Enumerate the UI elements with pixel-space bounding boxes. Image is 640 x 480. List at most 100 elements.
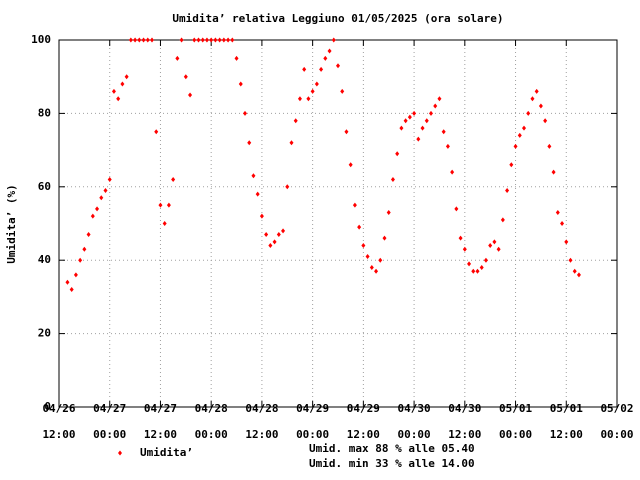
point [365, 254, 370, 260]
point [323, 55, 328, 61]
point [306, 96, 311, 102]
x-tick-label: 00:00 [398, 428, 431, 441]
point [90, 213, 95, 219]
x-tick-label: 12:00 [448, 428, 481, 441]
point [120, 81, 125, 87]
point [378, 257, 383, 263]
point [543, 118, 548, 124]
point [243, 110, 247, 116]
point [310, 88, 315, 94]
point [230, 37, 235, 43]
point [441, 129, 446, 135]
point [226, 37, 231, 43]
point [128, 37, 133, 43]
point [382, 235, 387, 241]
x-tick-label: 12:00 [347, 428, 380, 441]
x-tick-label: 04/29 [347, 402, 380, 415]
point [162, 221, 167, 226]
point [150, 37, 154, 43]
point [429, 110, 433, 116]
point [534, 88, 539, 94]
point [281, 228, 286, 234]
point [416, 136, 421, 142]
point [331, 37, 336, 43]
y-tick-label: 60 [38, 180, 51, 193]
x-tick-label: 00:00 [499, 428, 532, 441]
point [314, 81, 319, 87]
point [352, 202, 357, 208]
point [500, 217, 505, 223]
legend-label: Umidita’ [140, 446, 193, 459]
x-tick-label: 04/26 [42, 402, 75, 415]
x-tick-label: 12:00 [42, 428, 75, 441]
point [395, 151, 400, 157]
point [82, 246, 87, 252]
point [492, 239, 497, 245]
point [99, 195, 104, 201]
point [65, 279, 70, 285]
point [234, 55, 239, 61]
point [268, 243, 273, 249]
point [357, 224, 362, 230]
point [450, 169, 455, 175]
point [547, 143, 552, 149]
x-tick-label: 04/29 [296, 402, 329, 415]
x-tick-label: 04/30 [448, 402, 481, 415]
x-tick-label: 04/28 [195, 402, 228, 415]
point [154, 129, 159, 135]
point [386, 209, 391, 215]
point [171, 176, 176, 182]
point [454, 206, 459, 212]
point [133, 37, 138, 43]
point [462, 246, 467, 252]
point [572, 268, 577, 274]
point [407, 114, 412, 120]
point [293, 118, 298, 124]
point [467, 261, 472, 267]
y-axis-label: Umidita’ (%) [5, 184, 18, 263]
point [505, 187, 510, 193]
point [297, 96, 302, 102]
y-tick-label: 20 [38, 327, 51, 340]
point [141, 37, 146, 43]
point [255, 191, 260, 197]
x-tick-label: 04/27 [144, 402, 177, 415]
point [483, 257, 488, 263]
point [272, 239, 277, 245]
point [200, 37, 205, 43]
point [458, 235, 463, 241]
point [209, 37, 214, 43]
point [479, 265, 484, 271]
point [530, 96, 535, 102]
point [522, 125, 526, 131]
point [437, 96, 442, 102]
point [551, 169, 556, 175]
y-tick-label: 100 [31, 33, 51, 46]
point [560, 221, 565, 226]
legend-marker [118, 450, 122, 456]
y-tick-label: 80 [38, 106, 51, 119]
point [390, 176, 395, 182]
x-tick-label: 12:00 [144, 428, 177, 441]
point [424, 118, 429, 124]
point [568, 257, 573, 263]
point [179, 37, 184, 43]
point [526, 110, 531, 116]
point [221, 37, 226, 43]
point [513, 143, 518, 149]
point [319, 66, 324, 72]
chart-title: Umidita’ relativa Leggiuno 01/05/2025 (o… [172, 12, 503, 25]
point [124, 74, 129, 80]
y-tick-label: 40 [38, 253, 51, 266]
point [374, 268, 379, 274]
point [336, 63, 340, 69]
point [555, 209, 560, 215]
x-tick-label: 00:00 [93, 428, 126, 441]
point [496, 246, 501, 252]
point [403, 118, 408, 124]
point [488, 243, 493, 249]
point [188, 92, 193, 98]
point [259, 213, 264, 219]
point [509, 162, 514, 168]
